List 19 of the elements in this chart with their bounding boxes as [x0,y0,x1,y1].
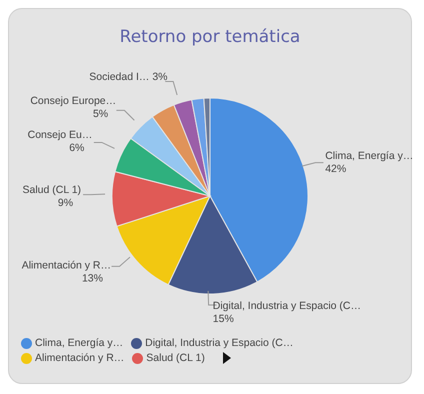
slice-label: Digital, Industria y Espacio (C… [212,300,362,312]
data-label: 13% [82,272,103,284]
slice-label: Consejo Europe… [30,95,116,108]
slice-label: Salud (CL 1) [22,184,82,196]
data-label: 6% [69,142,84,154]
legend-label: Digital, Industria y Espacio (C… [145,337,294,349]
slice-label: Alimentación y R… [22,259,111,272]
data-label: 3% [152,70,168,83]
data-label: 5% [92,108,108,120]
legend-label: Alimentación y R… [35,352,124,364]
legend-label: Salud (CL 1) [146,352,205,364]
slice-label: Sociedad I… [89,70,150,83]
data-label: 42% [325,163,346,176]
data-label: 15% [212,312,234,325]
slice-label: Consejo Eu… [28,128,92,141]
chart-title: Retorno por temática [118,27,302,47]
slice-label: Clima, Energía y… [325,150,414,162]
data-label: 9% [58,196,74,209]
legend-label: Clima, Energía y… [35,337,124,349]
